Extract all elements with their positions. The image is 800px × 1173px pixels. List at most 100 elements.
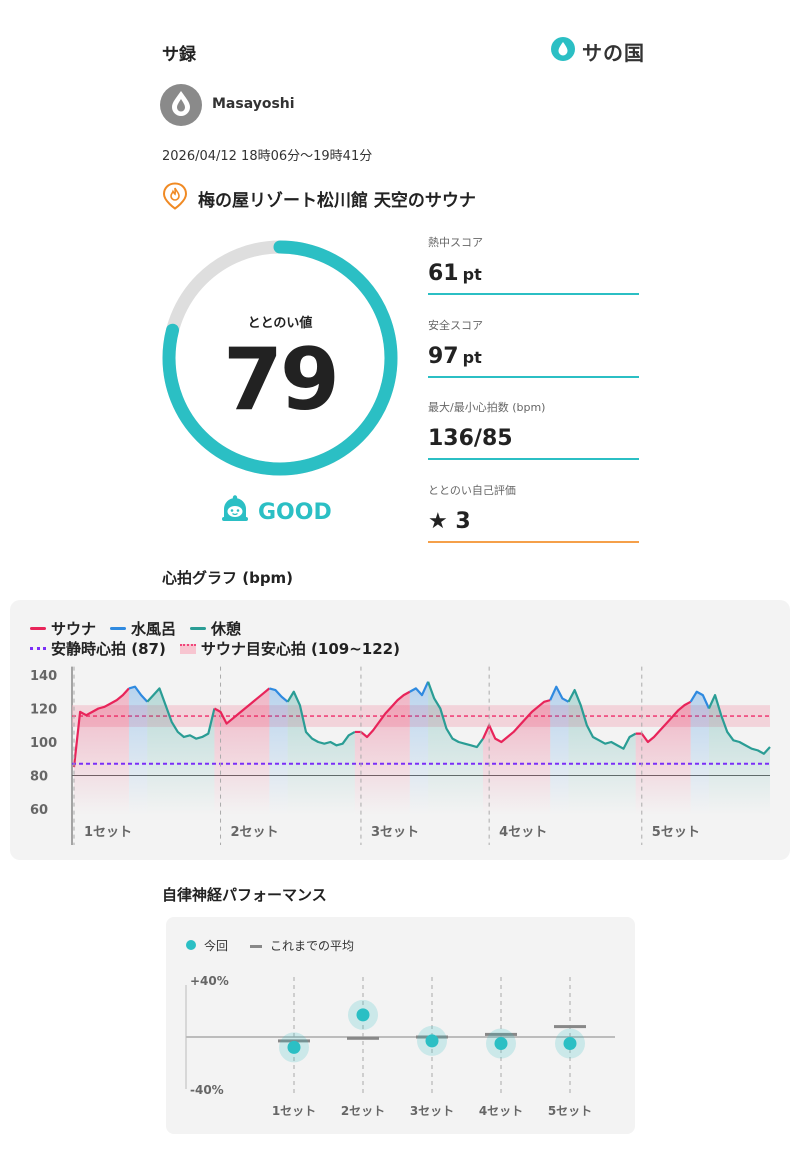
hr-line-sauna: [72, 687, 130, 768]
set-label: 5セット: [652, 825, 700, 840]
legend-sauna-target: サウナ目安心拍 (109~122): [179, 638, 400, 659]
current-dot: [563, 1037, 577, 1050]
heart-rate-legend-2: 安静時心拍 (87) サウナ目安心拍 (109~122): [30, 638, 400, 659]
brand-logo[interactable]: サの国: [550, 36, 645, 66]
stat-divider: [428, 293, 639, 295]
legend-current: 今回: [186, 937, 228, 954]
session-datetime: 2026/04/12 18時06分〜19時41分: [162, 149, 373, 164]
hr-area-rest: [287, 691, 355, 815]
legend-label: 休憩: [211, 620, 242, 638]
legend-average: これまでの平均: [250, 937, 354, 954]
stat-unit: pt: [462, 348, 482, 367]
set-label: 3セット: [371, 825, 419, 840]
y-tick-label: 140: [30, 669, 57, 684]
hr-area-sauna: [74, 688, 129, 815]
hr-line-cold-bath: [409, 681, 430, 697]
stat-divider: [428, 458, 639, 460]
stat-heat-score: 熱中スコア 61 pt: [428, 234, 639, 295]
brand-name: サの国: [582, 40, 645, 65]
legend-sauna: サウナ: [30, 618, 96, 639]
legend-resting-hr: 安静時心拍 (87): [30, 638, 166, 659]
stat-number: ★ 3: [428, 509, 471, 534]
legend-label: 安静時心拍 (87): [51, 640, 166, 658]
stat-unit: pt: [462, 265, 482, 284]
hr-line-rest: [707, 693, 771, 755]
set-label: 3セット: [410, 1104, 454, 1118]
ans-chart: +40% -40% 1セット 2セット 3セット 4セット 5セット: [185, 974, 615, 1118]
hr-area-cold-bath: [409, 681, 429, 815]
fire-pin-icon: [162, 182, 188, 214]
hr-line-rest: [146, 687, 216, 740]
totonoi-gauge: [162, 240, 398, 476]
facility[interactable]: 梅の屋リゾート松川館 天空のサウナ: [162, 182, 476, 214]
average-bar: [485, 1032, 517, 1036]
hr-line-rest: [427, 681, 484, 749]
current-dot: [287, 1040, 301, 1054]
hr-line-cold-bath: [549, 685, 570, 703]
average-bar: [347, 1036, 379, 1040]
legend-swatch: [30, 647, 46, 650]
hr-area-cold-bath: [128, 686, 148, 815]
stat-number: 136/85: [428, 426, 513, 451]
bell-face-icon: [220, 494, 250, 530]
water-drop-icon: [550, 36, 576, 66]
hr-area-cold-bath: [690, 691, 709, 815]
set-label: 2セット: [231, 825, 279, 840]
y-tick-label: 80: [30, 770, 48, 785]
stat-number: 61: [428, 261, 459, 286]
hr-line-sauna: [213, 687, 271, 725]
set-label: 2セット: [341, 1104, 385, 1118]
stat-label: 安全スコア: [428, 319, 483, 332]
page-title: サ録: [162, 45, 196, 65]
heart-rate-panel: サウナ 水風呂 休憩 安静時心拍 (87) サウナ目安心拍 (109~122) …: [10, 600, 790, 860]
ans-legend: 今回 これまでの平均: [186, 937, 354, 954]
y-bottom-label: -40%: [190, 1083, 224, 1097]
stat-number: 97: [428, 344, 459, 369]
heart-rate-legend: サウナ 水風呂 休憩: [30, 618, 241, 639]
y-top-label: +40%: [190, 974, 229, 988]
hr-area-rest: [147, 688, 215, 815]
legend-swatch: [190, 627, 207, 630]
hr-area-sauna: [483, 700, 551, 815]
stat-safety-score: 安全スコア 97 pt: [428, 317, 639, 378]
stat-label: 熱中スコア: [428, 236, 483, 249]
facility-name: 梅の屋リゾート松川館 天空のサウナ: [198, 190, 476, 211]
gauge-progress-arc: [162, 240, 398, 476]
hr-line-sauna: [635, 700, 692, 744]
legend-rest: 休憩: [190, 618, 241, 639]
hr-line-cold-bath: [689, 690, 710, 709]
heart-rate-chart: 140 120 100 80 60 1セット 2セット 3セット 4セット 5セット: [30, 666, 771, 845]
hr-line-sauna: [354, 690, 411, 739]
legend-bar: [250, 945, 263, 948]
username[interactable]: Masayoshi: [212, 96, 295, 112]
set-label: 4セット: [499, 825, 547, 840]
gauge-value: 79: [223, 330, 340, 430]
legend-label: これまでの平均: [270, 939, 355, 953]
hr-area-cold-bath: [269, 688, 288, 815]
gauge-label: ととのい値: [247, 316, 313, 331]
legend-cold-bath: 水風呂: [110, 618, 176, 639]
hr-area-sauna: [214, 688, 270, 815]
water-drop-icon: [168, 89, 194, 121]
current-dot: [356, 1008, 370, 1022]
set-label: 1セット: [272, 1104, 316, 1118]
legend-dot: [186, 940, 196, 950]
legend-label: サウナ: [51, 620, 97, 638]
set-label: 5セット: [548, 1104, 592, 1118]
current-dot: [425, 1034, 439, 1048]
ans-title: 自律神経パフォーマンス: [162, 886, 327, 904]
stat-value: 97 pt: [428, 343, 639, 372]
hr-line-rest: [286, 690, 356, 747]
legend-label: 水風呂: [131, 620, 177, 638]
hr-line-cold-bath: [128, 685, 149, 703]
heart-rate-title: 心拍グラフ (bpm): [162, 569, 294, 587]
hr-line-sauna: [482, 699, 551, 744]
legend-label: 今回: [204, 939, 229, 953]
stat-self-rating: ととのい自己評価 ★ 3: [428, 482, 639, 543]
legend-swatch: [110, 627, 127, 630]
ans-panel: 今回 これまでの平均 +40% -40% 1セット 2セット 3セット 4セット 5セット: [166, 917, 635, 1134]
avatar[interactable]: [160, 84, 202, 126]
hr-area-sauna: [635, 701, 691, 815]
stat-value: ★ 3: [428, 508, 639, 537]
hr-line-rest: [567, 688, 637, 750]
